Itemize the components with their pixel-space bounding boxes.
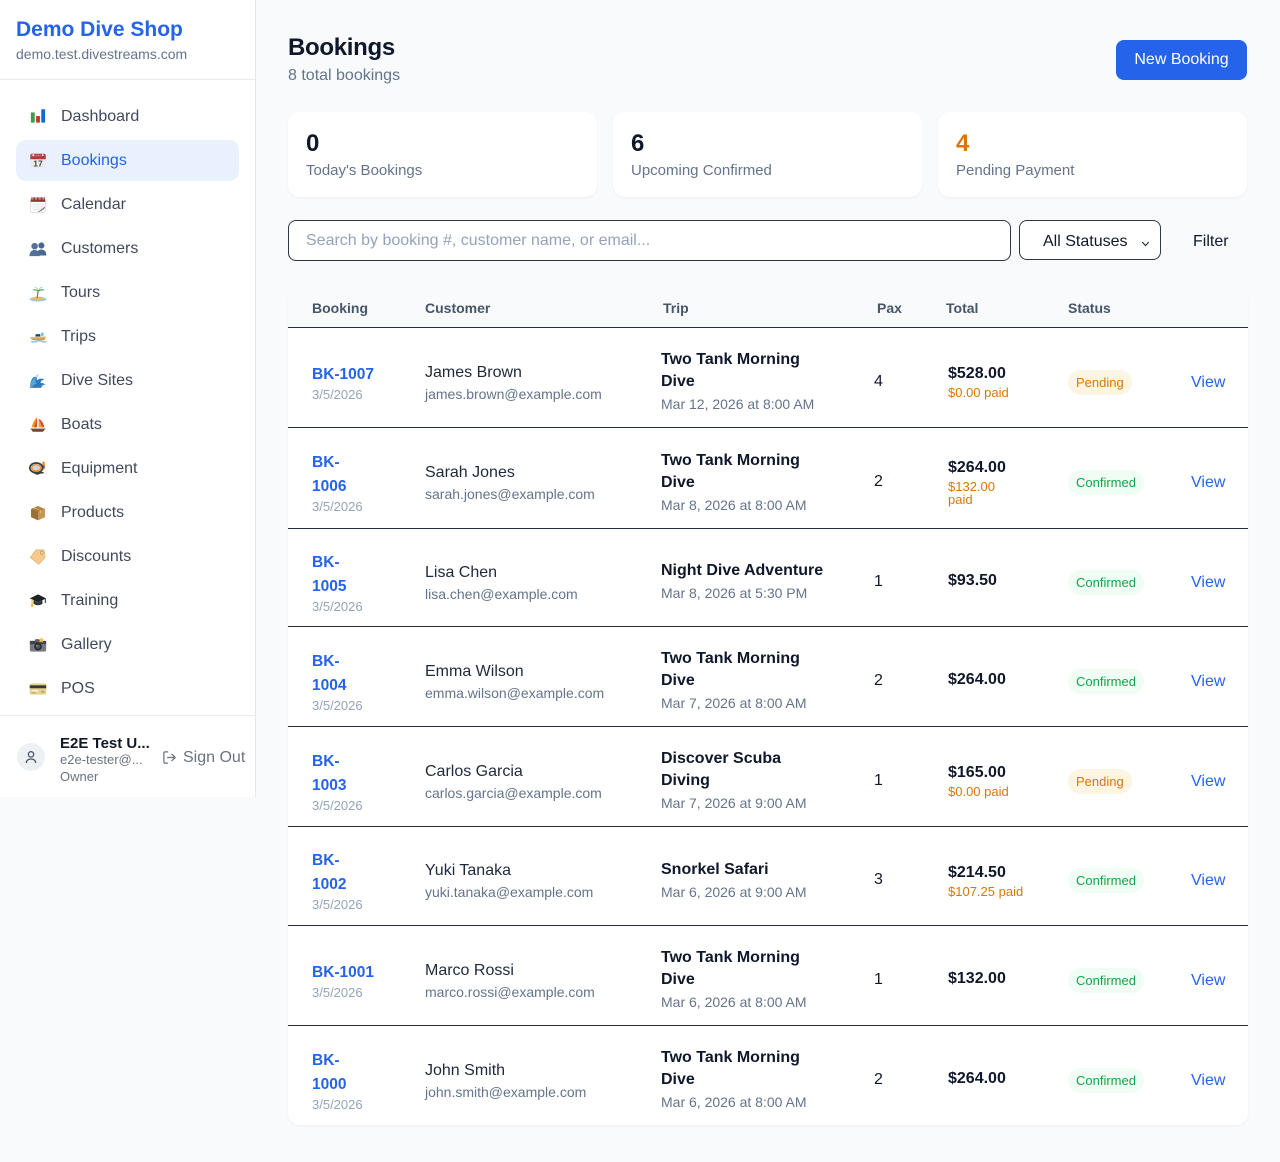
svg-text:17: 17 — [33, 158, 43, 168]
